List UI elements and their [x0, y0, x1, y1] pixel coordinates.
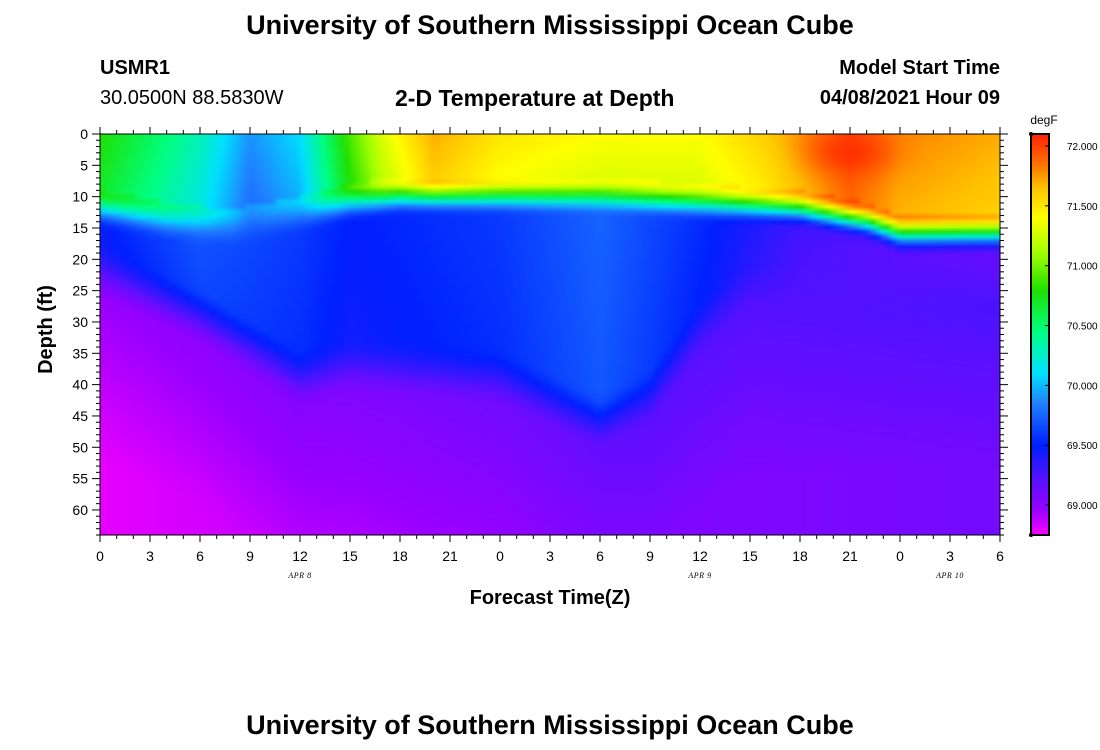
x-tick-label: 0	[496, 548, 504, 564]
x-tick-label: 9	[246, 548, 254, 564]
x-tick-label: 18	[392, 548, 408, 564]
station-id: USMR1	[100, 57, 171, 79]
y-tick-label: 30	[72, 314, 88, 330]
colorbar-tick-label: 72.000	[1067, 142, 1098, 153]
y-tick-label: 5	[80, 157, 88, 173]
station-coords: 30.0500N 88.5830W	[100, 87, 284, 109]
colorbar-tick-label: 69.000	[1067, 501, 1098, 512]
y-tick-label: 40	[72, 377, 88, 393]
colorbar-tick-label: 71.500	[1067, 202, 1098, 213]
x-tick-label: 12	[292, 548, 308, 564]
y-axis-title: Depth (ft)	[35, 285, 57, 374]
y-tick-label: 35	[72, 345, 88, 361]
x-tick-label: 12	[692, 548, 708, 564]
y-tick-label: 45	[72, 408, 88, 424]
y-tick-label: 0	[80, 126, 88, 142]
x-tick-label: 6	[196, 548, 204, 564]
x-tick-label: 0	[96, 548, 104, 564]
x-tick-label: 0	[896, 548, 904, 564]
y-tick-label: 50	[72, 439, 88, 455]
x-tick-label: 15	[342, 548, 358, 564]
date-label: APR 8	[287, 571, 311, 580]
x-tick-label: 3	[546, 548, 554, 564]
model-start-label: Model Start Time	[839, 57, 1000, 79]
colorbar-tick-label: 70.000	[1067, 381, 1098, 392]
date-label: APR 9	[687, 571, 711, 580]
colorbar	[1030, 133, 1050, 536]
x-tick-label: 21	[442, 548, 458, 564]
x-tick-label: 18	[792, 548, 808, 564]
page-title-top: University of Southern Mississippi Ocean…	[246, 10, 854, 40]
chart-title: 2-D Temperature at Depth	[395, 85, 675, 111]
y-tick-label: 25	[72, 283, 88, 299]
x-tick-label: 3	[146, 548, 154, 564]
x-tick-label: 21	[842, 548, 858, 564]
date-label: APR 10	[935, 571, 964, 580]
page-title-bottom: University of Southern Mississippi Ocean…	[246, 710, 854, 740]
x-tick-label: 15	[742, 548, 758, 564]
x-tick-label: 9	[646, 548, 654, 564]
y-tick-label: 55	[72, 471, 88, 487]
x-tick-label: 3	[946, 548, 954, 564]
colorbar-tick-label: 71.000	[1067, 262, 1098, 273]
colorbar-corner-marker	[1029, 533, 1033, 537]
colorbar-tick-label: 70.500	[1067, 322, 1098, 333]
y-tick-label: 15	[72, 220, 88, 236]
colorbar-unit: degF	[1030, 113, 1057, 127]
y-tick-label: 20	[72, 251, 88, 267]
colorbar-tick-label: 69.500	[1067, 441, 1098, 452]
model-start-value: 04/08/2021 Hour 09	[819, 87, 1000, 109]
y-tick-label: 60	[72, 502, 88, 518]
colorbar-corner-marker	[1029, 132, 1033, 136]
y-tick-label: 10	[72, 189, 88, 205]
heatmap-field	[100, 134, 1000, 535]
x-tick-label: 6	[996, 548, 1004, 564]
x-tick-label: 6	[596, 548, 604, 564]
x-axis-title: Forecast Time(Z)	[470, 587, 631, 609]
